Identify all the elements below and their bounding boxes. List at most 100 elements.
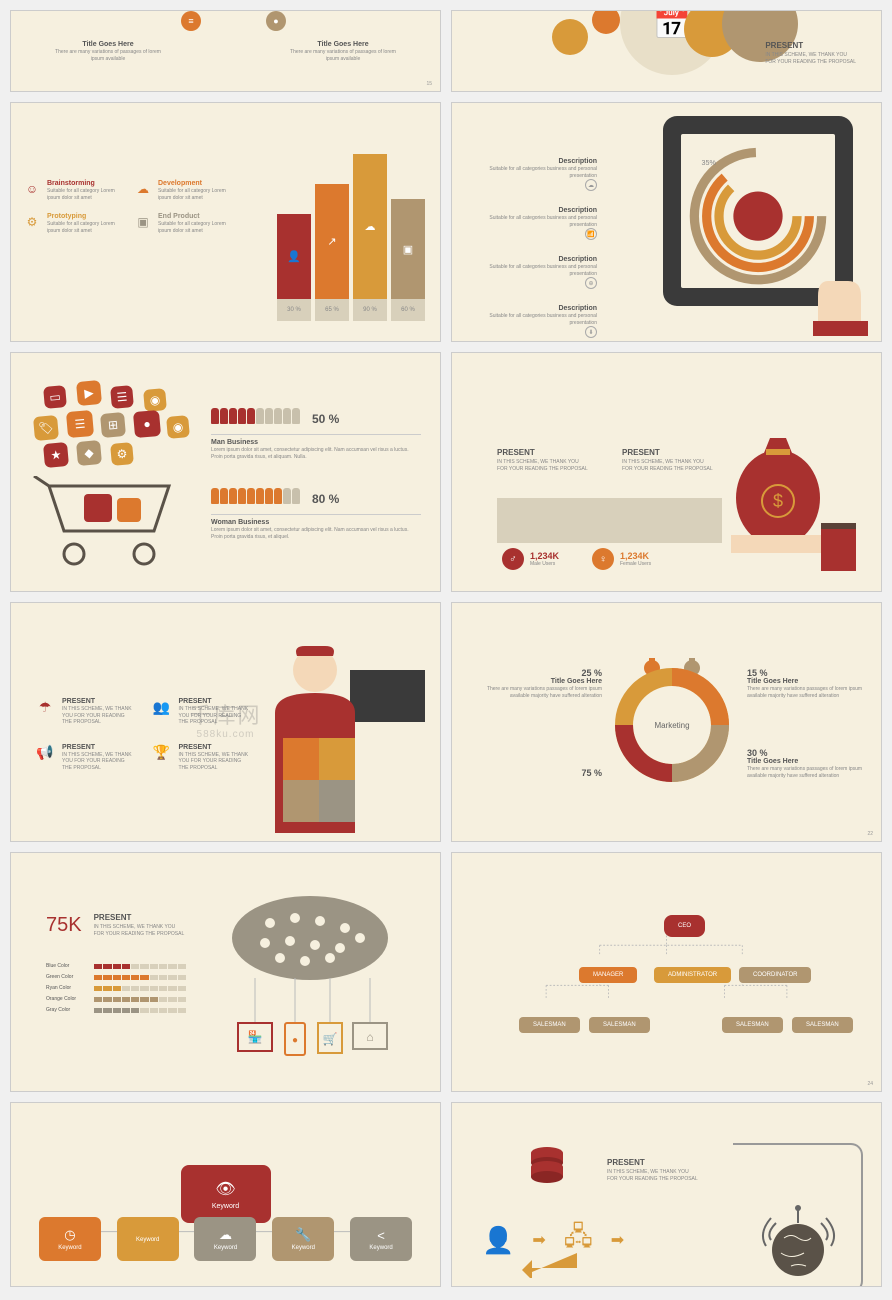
- person-icon: [265, 488, 273, 504]
- person-icon: [238, 488, 246, 504]
- female-num: 1,234K: [620, 551, 651, 561]
- feature-item: ⚙PrototypingSuitable for all category Lo…: [23, 213, 122, 234]
- media-tile: ◉: [143, 388, 167, 412]
- woman-title: Woman Business: [211, 519, 421, 526]
- person-icon: [220, 488, 228, 504]
- person-icon: [247, 488, 255, 504]
- male-users: ♂ 1,234KMale Users: [502, 548, 559, 570]
- woman-pct: 80 %: [312, 492, 339, 506]
- feature-item: ▣End ProductSuitable for all category Lo…: [134, 213, 233, 234]
- present-icon: 📢: [36, 744, 54, 762]
- org-node: SALESMAN: [589, 1017, 650, 1033]
- svg-text:●: ●: [292, 1035, 298, 1046]
- media-tile: ◆: [76, 440, 102, 466]
- doc-icon: ≡: [181, 11, 201, 31]
- s9-sub: IN THIS SCHEME, WE THANK YOU FOR YOUR RE…: [94, 924, 185, 937]
- woman-sub: Lorem ipsum dolor sit amet, consectetur …: [211, 527, 421, 540]
- desc-icon: ⊕: [585, 277, 597, 289]
- s1-right: Title Goes Here There are many variation…: [288, 41, 398, 62]
- slide-9: 75K PRESENT IN THIS SCHEME, WE THANK YOU …: [10, 852, 441, 1092]
- person-icon: [220, 408, 228, 424]
- callout-sub: There are many variations passages of lo…: [747, 686, 872, 699]
- keyword-label: Keyword: [214, 1245, 237, 1251]
- progress-bar: [94, 1008, 186, 1013]
- slide-3: ☺BrainstormingSuitable for all category …: [10, 102, 441, 342]
- cart-graphic: ▭▶☰◉🏷☰⊞●◉★◆⚙: [29, 381, 189, 571]
- keyword-label: Keyword: [292, 1245, 315, 1251]
- s1-left-sub: There are many variations of passages of…: [53, 49, 163, 62]
- desc-title: Description: [477, 158, 597, 165]
- present-icon: 👥: [153, 698, 171, 716]
- person-icon: [229, 408, 237, 424]
- person-icon: [211, 488, 219, 504]
- keyword-label: Keyword: [136, 1237, 159, 1243]
- s9-title: PRESENT: [94, 913, 185, 922]
- slide-2: 📅 PRESENT IN THIS SCHEME, WE THANK YOU F…: [451, 10, 882, 92]
- feature-item: ☺BrainstormingSuitable for all category …: [23, 180, 122, 201]
- desc-sub: Suitable for all categories business and…: [477, 313, 597, 326]
- person-icon: [256, 408, 264, 424]
- circle-shape: [552, 19, 588, 55]
- desc-icon: ⬇: [585, 326, 597, 338]
- person-icon: [292, 488, 300, 504]
- bar-body: ▣: [391, 199, 425, 299]
- desc-row: DescriptionSuitable for all categories b…: [477, 305, 597, 338]
- desc-sub: Suitable for all categories business and…: [477, 215, 597, 228]
- present-icon: 🏆: [153, 744, 171, 762]
- callout-pct: 75 %: [477, 768, 602, 778]
- node-icon: ●: [266, 11, 286, 31]
- slide-6: PRESENTIN THIS SCHEME, WE THANK YOU FOR …: [451, 352, 882, 592]
- callout-title: Title Goes Here: [477, 678, 602, 685]
- page-num: 24: [867, 1081, 873, 1087]
- feature-item: ☁DevelopmentSuitable for all category Lo…: [134, 180, 233, 201]
- keyword-box: Keyword: [117, 1217, 179, 1261]
- slide-4: DescriptionSuitable for all categories b…: [451, 102, 882, 342]
- present-sub: IN THIS SCHEME, WE THANK YOU FOR YOUR RE…: [179, 752, 252, 772]
- person-icon: [292, 408, 300, 424]
- bar-3d: ↗65 %: [315, 184, 349, 321]
- s9-number: 75K: [46, 914, 82, 937]
- puzzle-person-graphic: [255, 638, 425, 838]
- desc-row: DescriptionSuitable for all categories b…: [477, 207, 597, 240]
- s12-title: PRESENT: [607, 1158, 698, 1167]
- s1-right-sub: There are many variations of passages of…: [288, 49, 398, 62]
- desc-sub: Suitable for all categories business and…: [477, 264, 597, 277]
- progress-bar: [94, 997, 186, 1002]
- desc-title: Description: [477, 207, 597, 214]
- org-chart: CEOMANAGERADMINISTRATORCOORDINATORSALESM…: [464, 865, 869, 1079]
- keyword-icon: ◷: [64, 1227, 75, 1243]
- s2-sub: IN THIS SCHEME, WE THANK YOU FOR YOUR RE…: [765, 52, 856, 65]
- progress-label: Gray Color: [46, 1007, 88, 1013]
- feature-sub: Suitable for all category Lorem ipsum do…: [158, 188, 233, 201]
- present-item: ☂PRESENTIN THIS SCHEME, WE THANK YOU FOR…: [36, 698, 135, 726]
- progress-label: Green Color: [46, 974, 88, 980]
- present-item: 🏆PRESENTIN THIS SCHEME, WE THANK YOU FOR…: [153, 744, 252, 772]
- feature-title: End Product: [158, 213, 233, 220]
- person-icon: [211, 408, 219, 424]
- bar-pct: 90 %: [353, 299, 387, 321]
- org-node: SALESMAN: [519, 1017, 580, 1033]
- slide-10: CEOMANAGERADMINISTRATORCOORDINATORSALESM…: [451, 852, 882, 1092]
- feature-title: Brainstorming: [47, 180, 122, 187]
- feature-title: Prototyping: [47, 213, 122, 220]
- svg-text:$: $: [773, 491, 783, 511]
- bar-3d: ▣60 %: [391, 199, 425, 321]
- progress-row: Orange Color: [46, 996, 186, 1002]
- media-tile: ▭: [43, 385, 67, 409]
- database-icon: [527, 1145, 567, 1190]
- present-item: 👥PRESENTIN THIS SCHEME, WE THANK YOU FOR…: [153, 698, 252, 726]
- s11-top-box: 👁 Keyword: [181, 1165, 271, 1223]
- feature-icon: ⚙: [23, 213, 41, 231]
- org-node: SALESMAN: [722, 1017, 783, 1033]
- callout-sub: There are many variations passages of lo…: [477, 686, 602, 699]
- s12-sub: IN THIS SCHEME, WE THANK YOU FOR YOUR RE…: [607, 1169, 698, 1182]
- chart-callout: 75 %: [477, 768, 602, 778]
- media-tile: 🏷: [33, 415, 59, 441]
- donut-clock-chart: Marketing: [607, 653, 737, 783]
- desc-title: Description: [477, 305, 597, 312]
- desc-title: Description: [477, 256, 597, 263]
- chart-callout: 25 %Title Goes HereThere are many variat…: [477, 668, 602, 699]
- callout-pct: 30 %: [747, 748, 872, 758]
- present-title: PRESENT: [62, 698, 135, 705]
- tablet-graphic: 35%: [643, 111, 873, 336]
